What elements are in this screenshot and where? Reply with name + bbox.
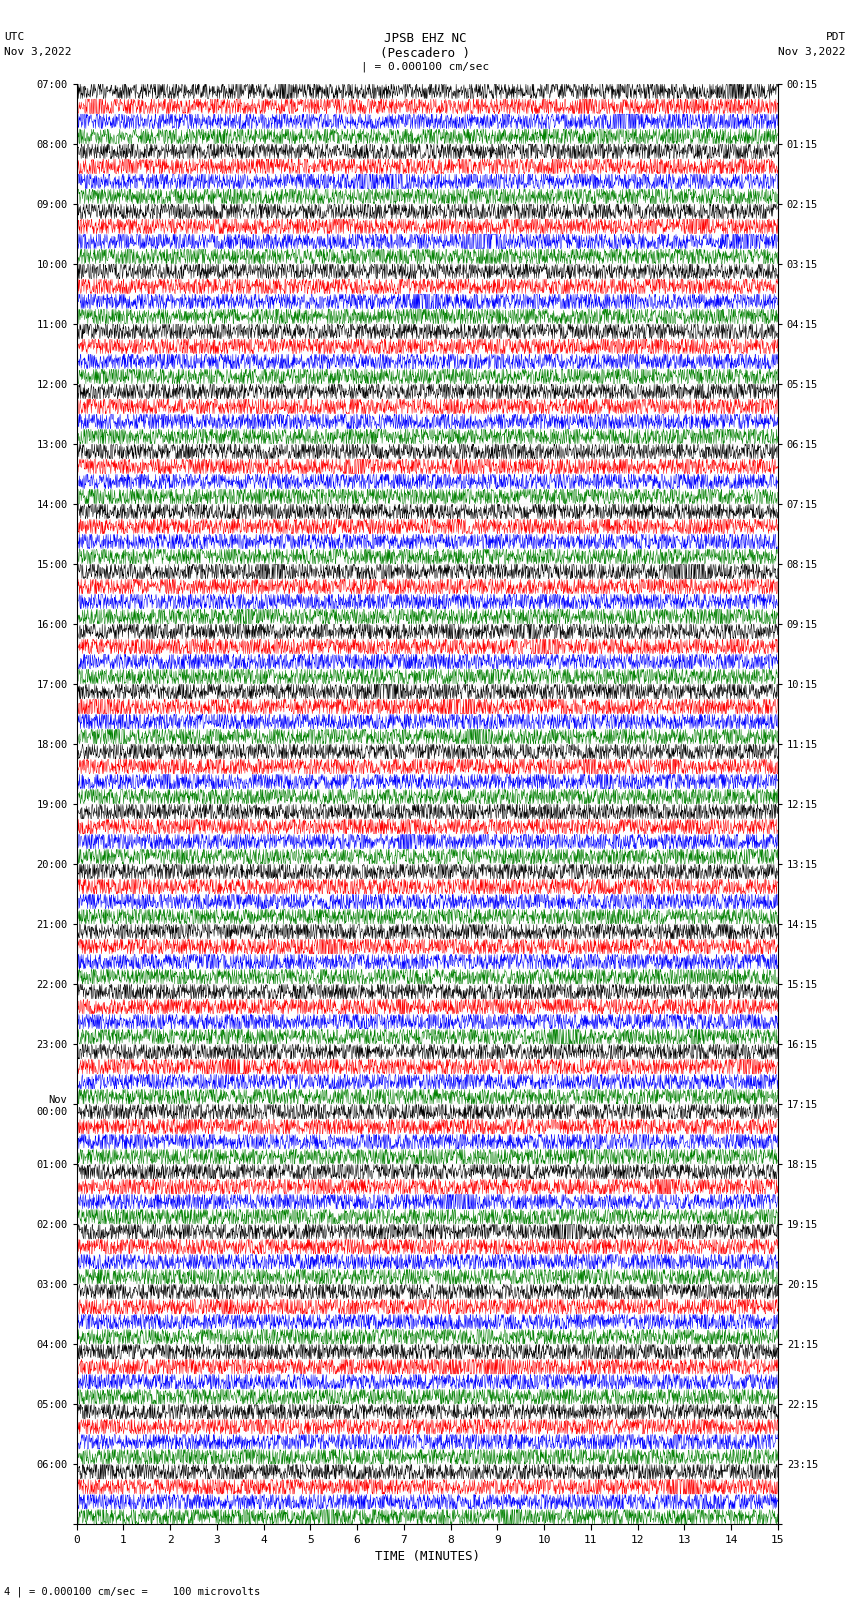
Text: | = 0.000100 cm/sec: | = 0.000100 cm/sec: [361, 61, 489, 73]
Text: PDT: PDT: [825, 32, 846, 42]
Text: Nov 3,2022: Nov 3,2022: [779, 47, 846, 56]
Text: 4 | = 0.000100 cm/sec =    100 microvolts: 4 | = 0.000100 cm/sec = 100 microvolts: [4, 1586, 260, 1597]
Text: Nov 3,2022: Nov 3,2022: [4, 47, 71, 56]
Text: JPSB EHZ NC: JPSB EHZ NC: [383, 32, 467, 45]
Text: (Pescadero ): (Pescadero ): [380, 47, 470, 60]
X-axis label: TIME (MINUTES): TIME (MINUTES): [375, 1550, 479, 1563]
Text: UTC: UTC: [4, 32, 25, 42]
